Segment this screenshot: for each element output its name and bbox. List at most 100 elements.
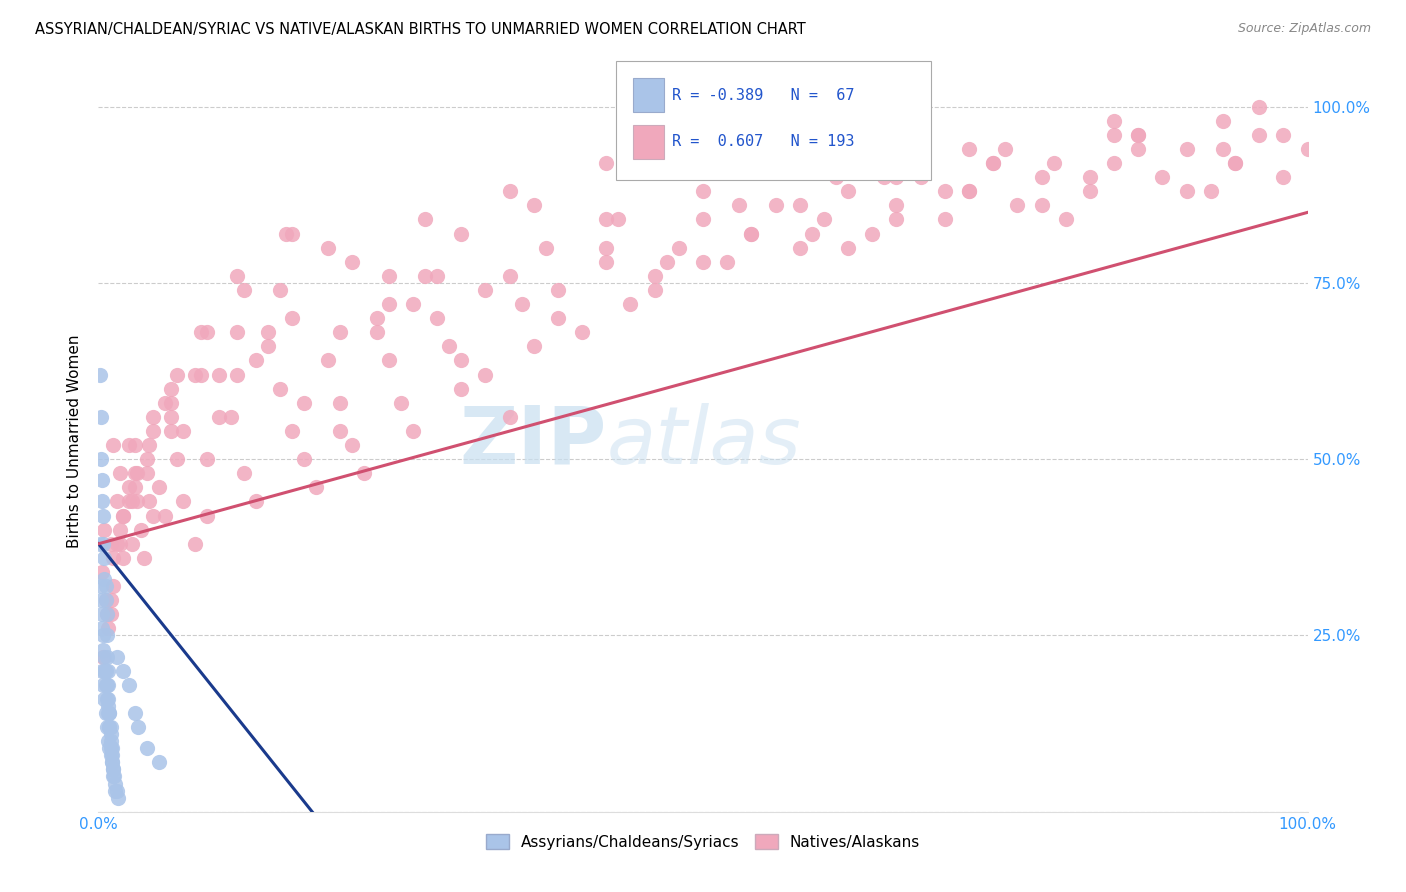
Point bbox=[97, 692, 120, 706]
Point bbox=[292, 452, 315, 467]
Point bbox=[93, 649, 115, 664]
Point bbox=[100, 741, 122, 756]
Point bbox=[450, 382, 472, 396]
Text: R = -0.389   N =  67: R = -0.389 N = 67 bbox=[672, 88, 855, 103]
Point bbox=[1128, 128, 1150, 142]
Point bbox=[1249, 128, 1271, 142]
Point bbox=[101, 438, 124, 452]
Point bbox=[98, 706, 121, 720]
Point bbox=[195, 452, 218, 467]
Point bbox=[96, 628, 118, 642]
Point bbox=[329, 325, 352, 339]
Point bbox=[111, 508, 134, 523]
Point bbox=[523, 198, 546, 212]
Point bbox=[121, 537, 143, 551]
Point bbox=[498, 409, 520, 424]
Point bbox=[148, 480, 170, 494]
Point bbox=[329, 396, 352, 410]
Point bbox=[256, 339, 278, 353]
Point bbox=[105, 494, 128, 508]
Point bbox=[91, 494, 114, 508]
Point bbox=[100, 593, 122, 607]
Point bbox=[100, 727, 122, 741]
Point bbox=[111, 550, 134, 565]
Point bbox=[97, 734, 120, 748]
Point bbox=[534, 241, 557, 255]
Point bbox=[245, 494, 267, 508]
Point bbox=[426, 311, 449, 326]
Point bbox=[98, 706, 121, 720]
Point bbox=[90, 452, 112, 467]
Point bbox=[547, 283, 569, 297]
Point bbox=[619, 297, 641, 311]
Point bbox=[103, 769, 125, 783]
Point bbox=[316, 353, 339, 368]
Point bbox=[789, 198, 811, 212]
Point bbox=[1078, 184, 1101, 198]
Point bbox=[111, 664, 134, 678]
Point bbox=[89, 368, 111, 382]
Point bbox=[886, 198, 908, 212]
Point bbox=[94, 593, 117, 607]
Point bbox=[1128, 128, 1150, 142]
Point bbox=[740, 227, 762, 241]
Point bbox=[825, 170, 848, 185]
Point bbox=[1102, 113, 1125, 128]
Point bbox=[96, 607, 118, 622]
Point bbox=[1296, 142, 1319, 156]
Point bbox=[153, 396, 176, 410]
Point bbox=[595, 254, 617, 268]
Point bbox=[127, 720, 149, 734]
Point bbox=[226, 268, 249, 283]
Point bbox=[957, 184, 980, 198]
Point bbox=[135, 452, 157, 467]
Point bbox=[1128, 142, 1150, 156]
Point bbox=[1031, 198, 1053, 212]
Point bbox=[111, 508, 134, 523]
Point bbox=[389, 396, 412, 410]
Point bbox=[595, 241, 617, 255]
Point bbox=[190, 368, 212, 382]
Point bbox=[91, 621, 114, 635]
Point bbox=[547, 311, 569, 326]
Point bbox=[124, 438, 146, 452]
Point bbox=[160, 396, 183, 410]
Point bbox=[90, 409, 112, 424]
Point bbox=[765, 198, 787, 212]
Y-axis label: Births to Unmarried Women: Births to Unmarried Women bbox=[67, 334, 83, 549]
Point bbox=[118, 494, 141, 508]
Point bbox=[1199, 184, 1222, 198]
Point bbox=[595, 212, 617, 227]
Point bbox=[101, 579, 124, 593]
Point bbox=[957, 142, 980, 156]
Point bbox=[450, 353, 472, 368]
Point bbox=[571, 325, 593, 339]
Point bbox=[1272, 128, 1295, 142]
Point bbox=[127, 467, 149, 481]
Point bbox=[100, 537, 122, 551]
Point bbox=[934, 184, 956, 198]
Point bbox=[100, 748, 122, 763]
Point bbox=[124, 706, 146, 720]
Point bbox=[910, 170, 932, 185]
Point bbox=[692, 184, 714, 198]
Text: atlas: atlas bbox=[606, 402, 801, 481]
Point bbox=[366, 325, 388, 339]
Point bbox=[474, 283, 496, 297]
Point bbox=[692, 212, 714, 227]
Point bbox=[96, 649, 118, 664]
Point bbox=[377, 268, 399, 283]
Point bbox=[221, 409, 243, 424]
Point bbox=[96, 678, 118, 692]
Point bbox=[274, 227, 297, 241]
Point bbox=[105, 537, 128, 551]
Point bbox=[1175, 142, 1198, 156]
Point bbox=[142, 424, 165, 438]
Point bbox=[269, 283, 291, 297]
Legend: Assyrians/Chaldeans/Syriacs, Natives/Alaskans: Assyrians/Chaldeans/Syriacs, Natives/Ala… bbox=[479, 828, 927, 856]
Point bbox=[510, 297, 533, 311]
Point bbox=[118, 678, 141, 692]
Point bbox=[93, 550, 115, 565]
Point bbox=[232, 467, 254, 481]
Point bbox=[160, 424, 183, 438]
